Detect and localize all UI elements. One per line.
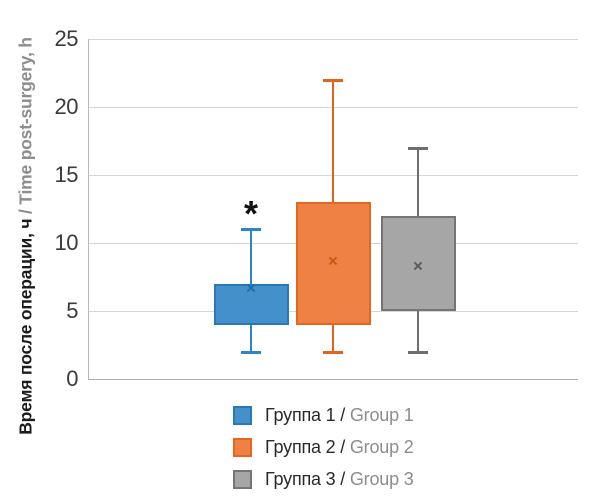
- legend-item-2: Группа 2 / Group 2: [233, 437, 414, 457]
- legend-item-3: Группа 3 / Group 3: [233, 469, 414, 489]
- y-tick-label: 5: [66, 298, 78, 323]
- gridline-y-25: [89, 39, 578, 40]
- legend-label-ru: Группа 1 /: [265, 404, 350, 425]
- legend-label-en: Group 3: [349, 468, 414, 489]
- legend-swatch: [233, 469, 252, 489]
- box-3: [380, 215, 456, 311]
- whisker-cap-max: [241, 228, 261, 232]
- plot-area: × × × *: [88, 39, 578, 380]
- significance-asterisk: *: [243, 192, 259, 234]
- y-tick-label: 20: [54, 94, 79, 119]
- legend-label: Группа 2 / Group 2: [265, 437, 414, 458]
- legend-label-ru: Группа 3 /: [265, 468, 350, 489]
- whisker-cap-max: [323, 78, 343, 82]
- whisker-cap-min: [323, 350, 343, 354]
- whisker-cap-max: [408, 146, 428, 150]
- legend-label-en: Group 2: [349, 436, 414, 457]
- y-axis-label-en: / Time post-surgery, h: [15, 37, 36, 215]
- legend-label-ru: Группа 2 /: [265, 436, 350, 457]
- mean-marker: ×: [246, 278, 256, 298]
- y-tick-label: 15: [54, 162, 79, 187]
- y-tick-label: 10: [54, 230, 79, 255]
- y-tick-label: 25: [54, 26, 79, 51]
- legend-item-1: Группа 1 / Group 1: [233, 405, 414, 425]
- box-1: [213, 283, 289, 325]
- legend-label-en: Group 1: [349, 404, 414, 425]
- legend-label: Группа 1 / Group 1: [265, 405, 414, 426]
- mean-marker: ×: [328, 251, 338, 271]
- y-tick-label: 0: [66, 366, 78, 391]
- whisker-cap-min: [241, 350, 261, 354]
- mean-marker: ×: [413, 257, 423, 277]
- legend-label: Группа 3 / Group 3: [265, 469, 414, 490]
- whisker-cap-min: [408, 350, 428, 354]
- legend-swatch: [233, 437, 252, 457]
- box-2: [295, 202, 371, 325]
- legend-swatch: [233, 405, 252, 425]
